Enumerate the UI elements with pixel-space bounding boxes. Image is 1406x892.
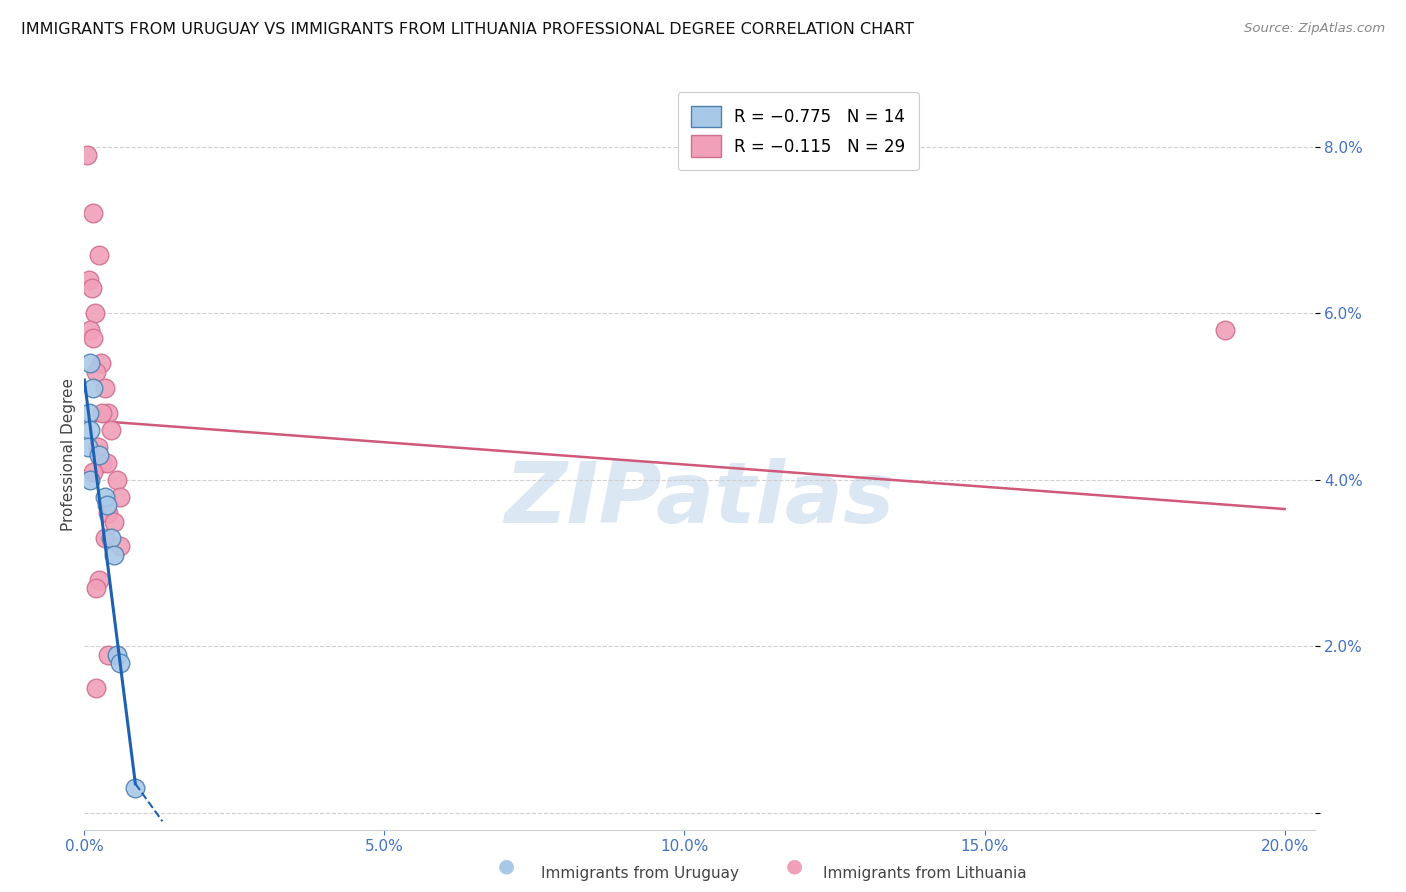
Point <box>1213 323 1236 337</box>
Point <box>110 656 132 670</box>
Text: ●: ● <box>786 857 803 876</box>
Point <box>94 531 117 545</box>
Text: Immigrants from Lithuania: Immigrants from Lithuania <box>823 866 1026 881</box>
Point <box>94 381 117 395</box>
Point <box>82 331 104 345</box>
Point <box>97 506 120 520</box>
Point <box>96 456 118 470</box>
Point <box>86 581 108 595</box>
Point <box>86 365 108 379</box>
Text: ZIPatlas: ZIPatlas <box>505 458 894 541</box>
Point <box>79 356 101 370</box>
Point <box>105 473 128 487</box>
Text: IMMIGRANTS FROM URUGUAY VS IMMIGRANTS FROM LITHUANIA PROFESSIONAL DEGREE CORRELA: IMMIGRANTS FROM URUGUAY VS IMMIGRANTS FR… <box>21 22 914 37</box>
Point <box>110 540 132 554</box>
Point <box>91 406 114 420</box>
Point <box>89 573 111 587</box>
Point <box>94 490 117 504</box>
Point <box>103 548 125 562</box>
Point <box>86 440 108 454</box>
Point <box>100 531 122 545</box>
Point <box>77 440 100 454</box>
Point <box>79 473 101 487</box>
Point <box>100 423 122 437</box>
Point <box>79 423 101 437</box>
Point <box>97 406 120 420</box>
Y-axis label: Professional Degree: Professional Degree <box>60 378 76 532</box>
Legend: R = −0.775   N = 14, R = −0.115   N = 29: R = −0.775 N = 14, R = −0.115 N = 29 <box>678 93 918 170</box>
Text: Immigrants from Uruguay: Immigrants from Uruguay <box>541 866 740 881</box>
Point <box>86 681 108 695</box>
Point <box>90 356 112 370</box>
Point <box>82 465 104 479</box>
Point <box>124 780 146 795</box>
Point <box>89 448 111 462</box>
Point <box>84 306 107 320</box>
Point <box>79 323 101 337</box>
Point <box>82 206 104 220</box>
Point <box>80 281 103 295</box>
Point <box>82 381 104 395</box>
Point <box>77 406 100 420</box>
Point <box>105 648 128 662</box>
Point <box>97 648 120 662</box>
Point <box>77 273 100 287</box>
Point <box>89 248 111 262</box>
Point <box>110 490 132 504</box>
Point <box>103 515 125 529</box>
Text: Source: ZipAtlas.com: Source: ZipAtlas.com <box>1244 22 1385 36</box>
Text: ●: ● <box>498 857 515 876</box>
Point <box>76 148 98 162</box>
Point <box>96 498 118 512</box>
Point <box>91 456 114 470</box>
